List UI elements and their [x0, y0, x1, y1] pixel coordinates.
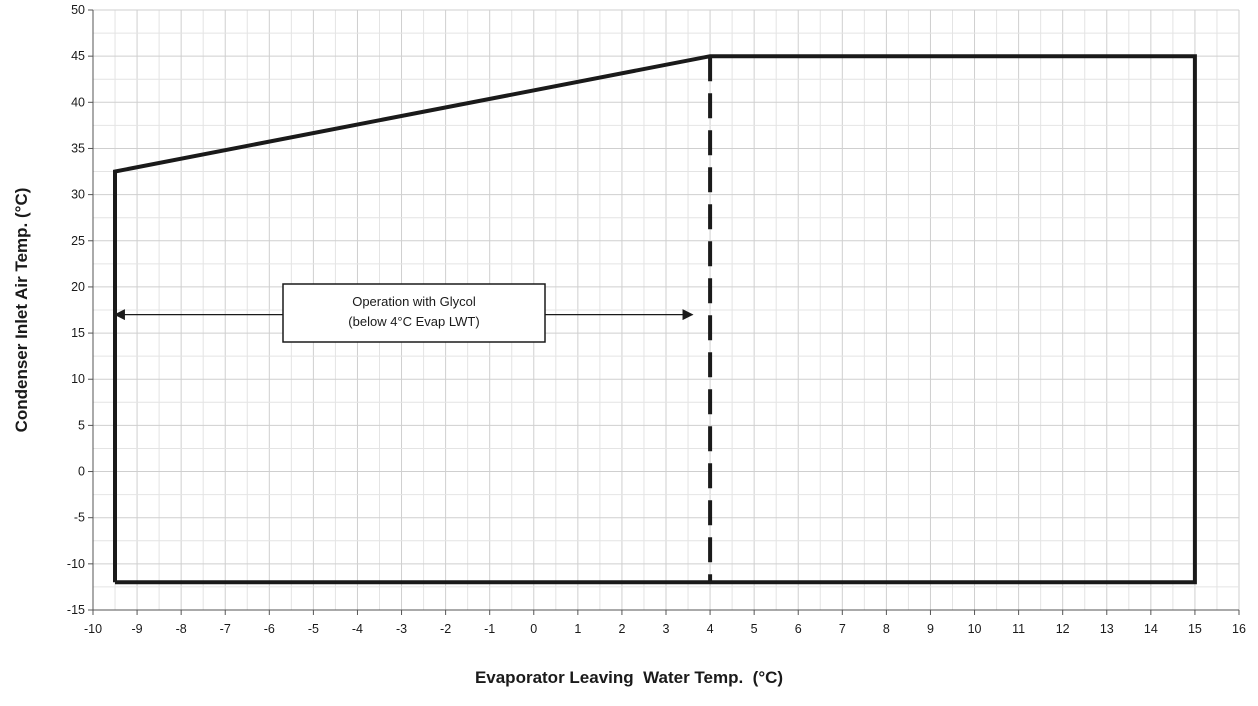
- y-tick-label: 30: [71, 188, 85, 202]
- x-tick-label: 8: [883, 622, 890, 636]
- x-tick-label: -2: [440, 622, 451, 636]
- x-axis-label: Evaporator Leaving Water Temp. (°C): [474, 668, 784, 687]
- x-tick-label: 15: [1188, 622, 1202, 636]
- y-tick-label: -10: [67, 557, 85, 571]
- x-tick-label: 2: [618, 622, 625, 636]
- y-tick-label: 10: [71, 372, 85, 386]
- y-axis-label: Condenser Inlet Air Temp. (°C): [12, 187, 31, 433]
- x-tick-label: -9: [132, 622, 143, 636]
- y-tick-label: 5: [78, 418, 85, 432]
- x-tick-label: 5: [751, 622, 758, 636]
- x-tick-label: 16: [1232, 622, 1246, 636]
- x-tick-label: 7: [839, 622, 846, 636]
- x-tick-label: 3: [663, 622, 670, 636]
- x-tick-label: -3: [396, 622, 407, 636]
- y-tick-label: 50: [71, 3, 85, 17]
- y-tick-label: 40: [71, 95, 85, 109]
- x-tick-label: 11: [1012, 622, 1025, 636]
- x-tick-label: 0: [530, 622, 537, 636]
- y-tick-label: 45: [71, 49, 85, 63]
- x-tick-label: -1: [484, 622, 495, 636]
- x-tick-label: -8: [176, 622, 187, 636]
- x-tick-label: 10: [968, 622, 982, 636]
- y-axis-label-container: Condenser Inlet Air Temp. (°C): [0, 0, 40, 610]
- x-tick-label: -7: [220, 622, 231, 636]
- x-tick-label: 12: [1056, 622, 1070, 636]
- annotation-text-line: (below 4°C Evap LWT): [348, 314, 479, 329]
- y-tick-label: 35: [71, 141, 85, 155]
- x-tick-label: -4: [352, 622, 363, 636]
- x-tick-label: -10: [84, 622, 102, 636]
- y-tick-label: 25: [71, 234, 85, 248]
- x-tick-label: 9: [927, 622, 934, 636]
- x-tick-label: 1: [574, 622, 581, 636]
- x-tick-label: 4: [707, 622, 714, 636]
- x-tick-label: 14: [1144, 622, 1158, 636]
- operating-envelope-line: [113, 54, 1197, 585]
- y-tick-label: 20: [71, 280, 85, 294]
- annotation-text-line: Operation with Glycol: [352, 294, 476, 309]
- x-tick-label: -5: [308, 622, 319, 636]
- y-tick-label: 15: [71, 326, 85, 340]
- y-tick-label: -5: [74, 511, 85, 525]
- y-tick-label: -15: [67, 603, 85, 617]
- x-tick-label: -6: [264, 622, 275, 636]
- x-tick-label: 6: [795, 622, 802, 636]
- x-tick-label: 13: [1100, 622, 1114, 636]
- y-tick-label: 0: [78, 465, 85, 479]
- annotation-box: [282, 283, 546, 343]
